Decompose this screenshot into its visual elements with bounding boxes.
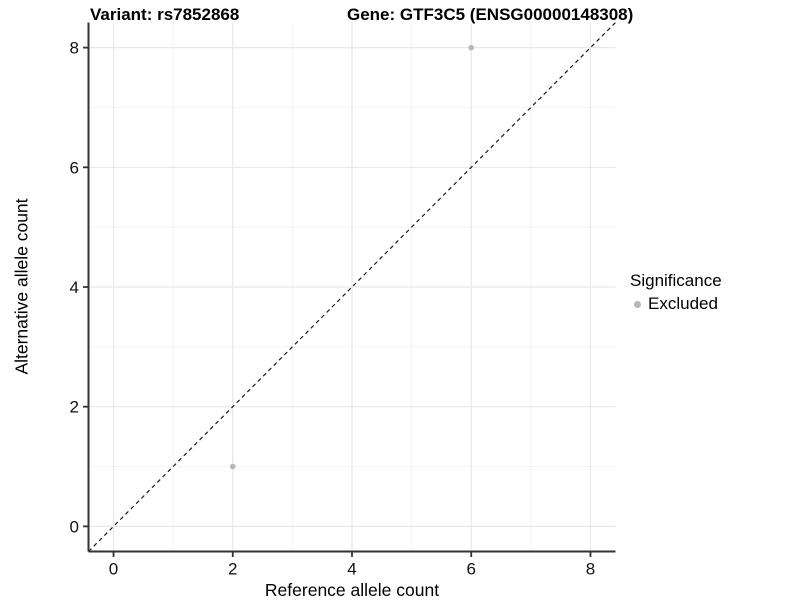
x-tick-label: 2 [228,560,237,579]
legend-item-excluded: Excluded [630,294,722,314]
plot-title-variant: Variant: rs7852868 [90,5,240,24]
data-point [468,44,475,51]
data-point [229,463,236,470]
y-tick-label: 6 [70,158,79,177]
y-axis-title: Alternative allele count [11,198,32,375]
y-tick-label: 2 [70,398,79,417]
legend-item-label: Excluded [648,294,718,313]
y-tick-label: 8 [70,39,79,58]
x-axis-title: Reference allele count [264,580,440,600]
y-tick-label: 0 [70,517,79,536]
legend: Significance Excluded [630,271,722,314]
legend-title: Significance [630,271,722,290]
y-tick-label: 4 [70,278,79,297]
x-tick-label: 0 [109,560,118,579]
x-tick-label: 4 [347,560,356,579]
x-tick-label: 8 [586,560,595,579]
x-tick-label: 6 [466,560,475,579]
plot-title-gene: Gene: GTF3C5 (ENSG00000148308) [347,5,634,24]
legend-point-icon [634,300,641,308]
